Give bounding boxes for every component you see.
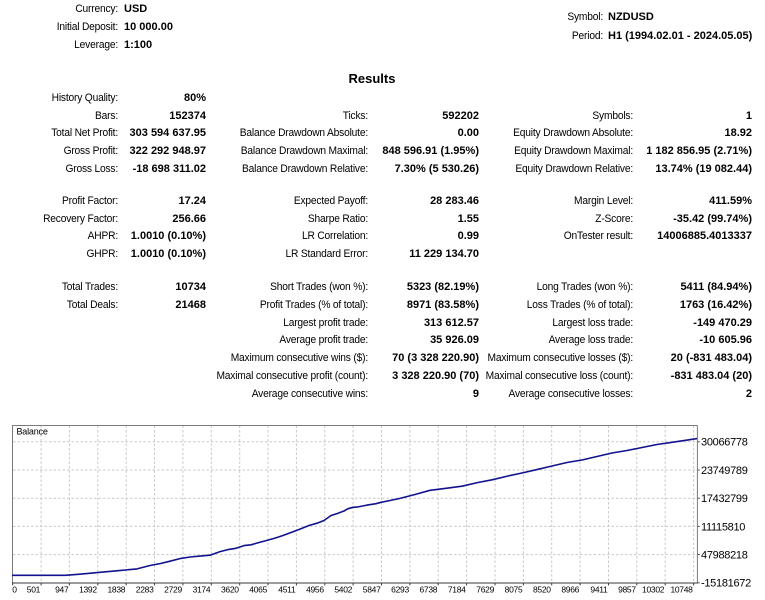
svg-text:17432799: 17432799 xyxy=(701,493,748,505)
svg-text:4956: 4956 xyxy=(306,585,324,595)
svg-text:9411: 9411 xyxy=(590,585,608,595)
svg-text:501: 501 xyxy=(27,585,41,595)
svg-text:8075: 8075 xyxy=(505,585,523,595)
svg-text:10302: 10302 xyxy=(642,585,665,595)
svg-text:10748: 10748 xyxy=(670,585,693,595)
svg-text:1838: 1838 xyxy=(107,585,125,595)
svg-text:30066778: 30066778 xyxy=(701,437,748,449)
svg-text:2283: 2283 xyxy=(136,585,154,595)
svg-text:1392: 1392 xyxy=(79,585,97,595)
svg-text:3174: 3174 xyxy=(193,585,211,595)
svg-text:6738: 6738 xyxy=(419,585,437,595)
svg-text:9857: 9857 xyxy=(618,585,636,595)
svg-text:7629: 7629 xyxy=(476,585,494,595)
svg-text:947: 947 xyxy=(55,585,69,595)
svg-text:4511: 4511 xyxy=(278,585,296,595)
svg-text:5847: 5847 xyxy=(363,585,381,595)
svg-text:23749789: 23749789 xyxy=(701,465,748,477)
svg-text:4065: 4065 xyxy=(249,585,267,595)
svg-text:5402: 5402 xyxy=(334,585,352,595)
svg-text:2729: 2729 xyxy=(164,585,182,595)
svg-text:47988218: 47988218 xyxy=(701,550,748,562)
svg-text:7184: 7184 xyxy=(448,585,466,595)
svg-text:8966: 8966 xyxy=(561,585,579,595)
svg-text:-15181672: -15181672 xyxy=(701,578,751,590)
svg-text:0: 0 xyxy=(12,585,17,595)
svg-text:Balance: Balance xyxy=(17,427,48,437)
svg-text:6293: 6293 xyxy=(391,585,409,595)
svg-text:8520: 8520 xyxy=(533,585,551,595)
svg-text:11115810: 11115810 xyxy=(701,521,745,533)
svg-text:3620: 3620 xyxy=(221,585,239,595)
